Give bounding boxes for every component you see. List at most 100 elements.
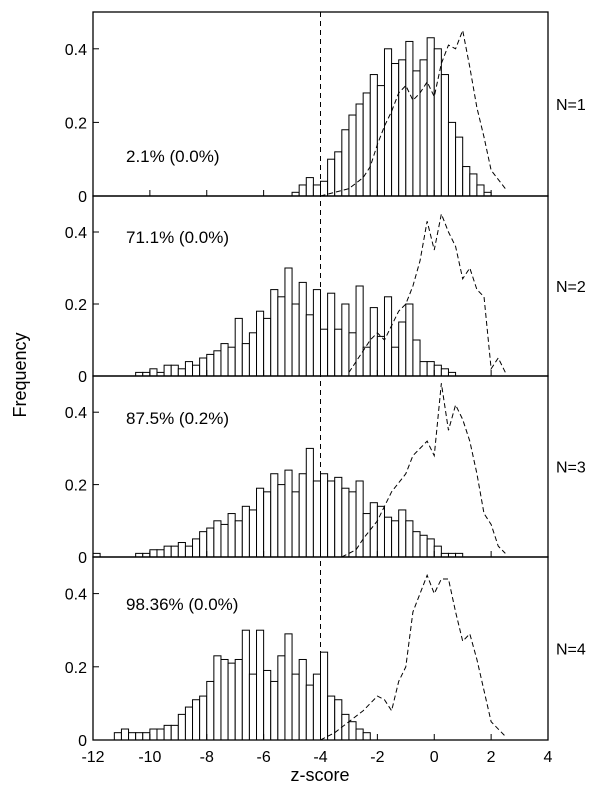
histogram-bar [192, 538, 201, 558]
histogram-bar [327, 695, 336, 741]
histogram-bar [355, 103, 364, 197]
histogram-bar [177, 713, 186, 741]
histogram-bar [320, 473, 329, 558]
histogram-bar [256, 487, 265, 558]
dashed-distribution-line [320, 28, 506, 197]
histogram-bar [220, 658, 229, 741]
histogram-bar [383, 516, 393, 558]
histogram-bar [426, 361, 435, 377]
x-tick-label: 0 [430, 749, 439, 766]
histogram-bar [348, 491, 357, 558]
histogram-bar [156, 728, 165, 741]
histogram-bar [312, 480, 322, 558]
histogram-bar [199, 695, 208, 741]
histogram-bar [320, 328, 329, 377]
histogram-bar [248, 332, 258, 377]
histogram-bar [362, 92, 371, 197]
histogram-bar [341, 487, 350, 558]
histogram-bar [348, 332, 357, 377]
histogram-bar [383, 296, 393, 377]
x-tick-label: 2 [487, 749, 496, 766]
panel-4: 0 0.2 0.4 98.36% (0.0%) N=4 [65, 556, 586, 750]
histogram-bar [220, 523, 229, 558]
histogram-bar [120, 728, 130, 741]
histogram-bar [312, 289, 322, 377]
y-tick-label: 0.2 [65, 478, 87, 495]
histogram-bar [113, 732, 122, 741]
histogram-bar [405, 40, 414, 197]
histogram-bar [199, 357, 208, 377]
x-tick-label: -10 [138, 749, 161, 766]
histogram-bar [291, 303, 300, 377]
panels-group: 0 0.2 0.4 2.1% (0.0%) N=1 0 0.2 0.4 71.1% (0.0%)… [65, 11, 586, 750]
histogram-bar [327, 480, 336, 558]
histogram-bar [234, 658, 243, 741]
histogram-bar [341, 303, 350, 377]
histogram-bar [248, 673, 258, 741]
histogram-bar [263, 669, 272, 741]
y-tick-label: 0.4 [65, 405, 87, 422]
dashed-distribution-line [320, 573, 506, 741]
histogram-bar [369, 502, 378, 558]
histogram-bar [355, 728, 364, 741]
histogram-bar [170, 364, 179, 377]
histogram-bar [199, 531, 208, 558]
histogram-bar [177, 542, 186, 558]
panel-label: N=1 [556, 97, 586, 114]
histogram-bar [419, 59, 428, 197]
histogram-bar [398, 509, 407, 558]
histogram-bar [440, 74, 449, 197]
histogram-bar [320, 180, 329, 197]
histogram-bar [320, 651, 329, 741]
histogram-bar [433, 545, 442, 558]
dashed-distribution-line [348, 212, 506, 373]
histogram-bar [348, 114, 357, 197]
x-tick-label: -12 [81, 749, 104, 766]
histogram-bar [433, 48, 442, 197]
histogram-bar [241, 505, 250, 558]
histogram-bar [355, 285, 364, 377]
histogram-bar [433, 364, 442, 377]
histogram-bar [305, 177, 314, 197]
histogram-bar [234, 317, 243, 377]
histogram-bar [362, 346, 371, 377]
histogram-bar [177, 368, 186, 377]
histogram-bar [248, 509, 258, 558]
histogram-bar [192, 364, 201, 377]
histogram-bar [383, 48, 393, 197]
histogram-bar [391, 520, 400, 558]
histogram-bar [419, 534, 428, 558]
histogram-bar [362, 513, 371, 558]
histogram-bar [149, 728, 158, 741]
histogram-bar [469, 173, 478, 197]
y-tick-label: 0.2 [65, 115, 87, 132]
histogram-bar [362, 732, 371, 741]
histogram-bar [206, 353, 215, 377]
x-tick-label: -8 [200, 749, 214, 766]
y-tick-label: 0.4 [65, 225, 87, 242]
histogram-bar [405, 303, 414, 377]
histogram-bar [398, 321, 407, 377]
x-tick-label: -2 [370, 749, 384, 766]
histogram-bar [334, 328, 343, 377]
panel-label: N=2 [556, 279, 586, 296]
histogram-bar [341, 129, 350, 197]
y-tick-label: 0 [78, 550, 87, 567]
histogram-bar [206, 680, 215, 741]
histogram-bar [327, 158, 336, 197]
histogram-bar [220, 343, 229, 377]
histogram-bar [291, 673, 300, 741]
histogram-bar [391, 63, 400, 197]
histogram-bar [277, 484, 286, 558]
x-tick-label: 4 [544, 749, 553, 766]
y-tick-label: 0.4 [65, 587, 87, 604]
histogram-bar [440, 368, 449, 377]
histogram-bar [184, 545, 194, 558]
histogram-bar [213, 520, 222, 558]
y-tick-label: 0.4 [65, 42, 87, 59]
histogram-bar [270, 289, 279, 377]
histogram-bar [419, 361, 428, 377]
histogram-bar [263, 317, 272, 377]
histogram-bar [305, 314, 314, 377]
panel-2: 0 0.2 0.4 71.1% (0.0%) N=2 [65, 195, 586, 386]
